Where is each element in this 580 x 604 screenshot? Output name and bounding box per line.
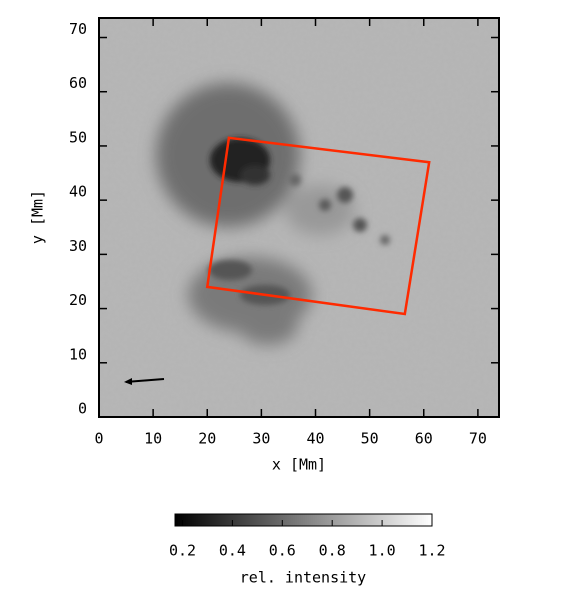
x-axis-label: x [Mm] [272, 456, 326, 474]
colorbar-tick-label: 0.2 [169, 542, 196, 560]
colorbar-tick-label: 0.6 [269, 542, 296, 560]
colorbar-label: rel. intensity [240, 569, 366, 587]
region-box [205, 136, 431, 316]
y-tick-label: 10 [69, 345, 87, 363]
solar-image [99, 18, 499, 417]
x-tick-label: 10 [144, 430, 162, 448]
y-tick-label: 40 [69, 183, 87, 201]
x-tick-label: 70 [469, 430, 487, 448]
x-tick-label: 30 [252, 430, 270, 448]
y-tick-label: 50 [69, 128, 87, 146]
x-tick-label: 40 [306, 430, 324, 448]
colorbar-tick-label: 1.0 [369, 542, 396, 560]
x-tick-label: 0 [94, 430, 103, 448]
x-tick-label: 50 [361, 430, 379, 448]
y-tick-label: 20 [69, 291, 87, 309]
colorbar-tick-label: 0.4 [219, 542, 246, 560]
x-tick-label: 20 [198, 430, 216, 448]
colorbar-tick-label: 0.8 [319, 542, 346, 560]
colorbar [174, 513, 433, 527]
y-tick-label: 70 [69, 20, 87, 38]
y-axis-label: y [Mm] [29, 190, 47, 244]
x-tick-label: 60 [415, 430, 433, 448]
colorbar-tick-label: 1.2 [418, 542, 445, 560]
y-tick-label: 0 [78, 400, 87, 418]
plot-frame [98, 17, 500, 418]
y-tick-label: 30 [69, 237, 87, 255]
y-tick-label: 60 [69, 74, 87, 92]
